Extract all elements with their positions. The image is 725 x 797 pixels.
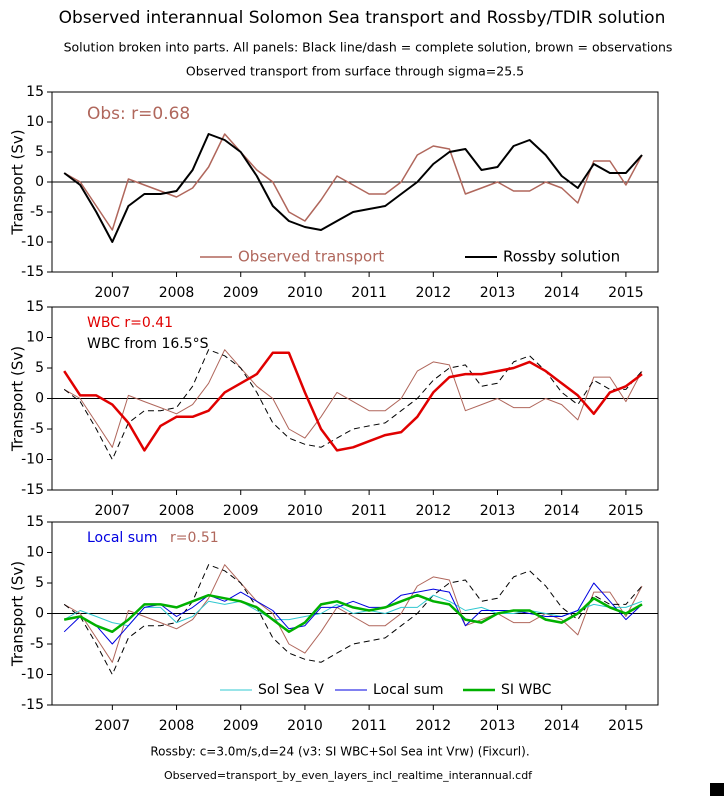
y-tick-label: 15 [26,84,44,100]
x-tick-label: 2012 [415,718,451,734]
y-tick-label: -15 [21,482,44,498]
subtitle: Observed transport from surface through … [186,64,524,79]
series-line [63,349,643,448]
plot-area [63,133,643,243]
y-tick-label: 15 [26,514,44,530]
y-axis-label: Transport (Sv) [9,346,27,452]
x-tick-label: 2007 [95,285,131,301]
y-tick-label: -15 [21,264,44,280]
y-axis-label: Transport (Sv) [9,129,27,235]
y-tick-label: -10 [21,667,44,683]
x-tick-label: 2012 [415,285,451,301]
y-tick-label: 15 [26,299,44,315]
footnote: Rossby: c=3.0m/s,d=24 (v3: SI WBC+Sol Se… [150,745,529,759]
y-tick-label: -5 [30,636,44,652]
legend-label: Sol Sea V [258,682,324,698]
x-tick-label: 2011 [351,503,387,519]
x-tick-label: 2011 [351,285,387,301]
annotation: r=0.51 [170,530,219,546]
x-tick-label: 2012 [415,503,451,519]
corner-mark [710,783,724,796]
x-tick-label: 2015 [608,503,644,519]
x-tick-label: 2009 [223,285,259,301]
y-tick-label: 5 [35,144,44,160]
y-tick-label: 10 [26,545,44,561]
legend-label: SI WBC [501,682,552,698]
x-tick-label: 2010 [287,503,323,519]
y-tick-label: -15 [21,697,44,713]
x-tick-label: 2008 [159,503,195,519]
x-tick-label: 2013 [480,718,516,734]
x-tick-label: 2015 [608,285,644,301]
series-line [63,351,643,452]
y-tick-label: 0 [35,391,44,407]
x-tick-label: 2008 [159,718,195,734]
series-line [63,564,643,675]
x-tick-label: 2014 [544,285,580,301]
series-line [63,594,643,627]
x-tick-label: 2010 [287,285,323,301]
x-tick-label: 2008 [159,285,195,301]
footnote: Observed=transport_by_even_layers_incl_r… [164,769,533,782]
y-tick-label: 0 [35,174,44,190]
y-tick-label: 10 [26,330,44,346]
annotation: Local sum [87,530,158,546]
plot-area [63,564,643,675]
y-tick-label: -5 [30,204,44,220]
title: Observed interannual Solomon Sea transpo… [59,8,666,28]
x-tick-label: 2011 [351,718,387,734]
x-tick-label: 2014 [544,503,580,519]
annotation: WBC r=0.41 [87,315,173,331]
legend-label: Observed transport [238,248,384,266]
x-tick-label: 2013 [480,285,516,301]
x-tick-label: 2015 [608,718,644,734]
series-line [63,593,643,634]
y-tick-label: 0 [35,606,44,622]
y-tick-label: 10 [26,114,44,130]
x-tick-label: 2010 [287,718,323,734]
series-line [63,133,643,243]
series-line [63,133,643,231]
annotation: WBC from 16.5°S [87,336,209,352]
y-tick-label: 5 [35,575,44,591]
y-axis-label: Transport (Sv) [9,561,27,667]
x-tick-label: 2013 [480,503,516,519]
subtitle: Solution broken into parts. All panels: … [64,40,673,55]
x-tick-label: 2007 [95,503,131,519]
legend-label: Rossby solution [503,248,620,266]
series-line [63,349,643,460]
legend-label: Local sum [373,682,444,698]
y-tick-label: -5 [30,421,44,437]
plot-area [63,349,643,460]
x-tick-label: 2009 [223,503,259,519]
y-tick-label: -10 [21,452,44,468]
x-tick-label: 2014 [544,718,580,734]
annotation: Obs: r=0.68 [87,104,190,124]
x-tick-label: 2007 [95,718,131,734]
y-tick-label: 5 [35,360,44,376]
y-tick-label: -10 [21,234,44,250]
x-tick-label: 2009 [223,718,259,734]
